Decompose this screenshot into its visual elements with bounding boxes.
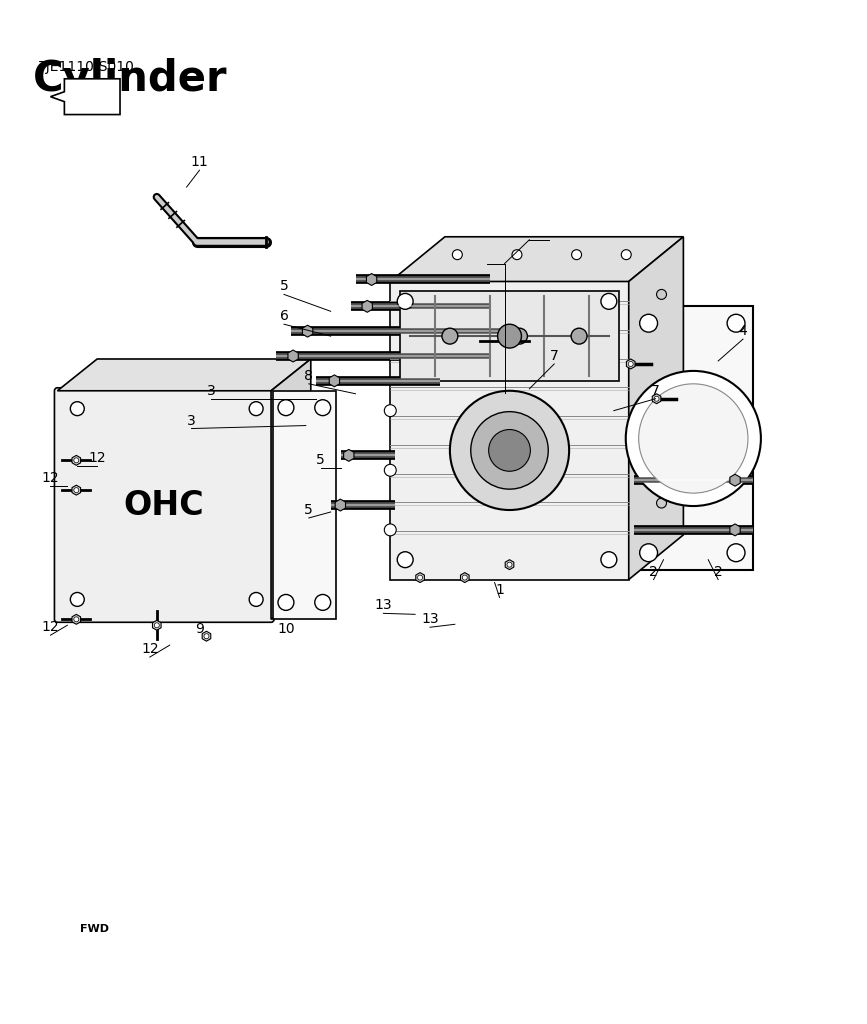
Text: 1: 1 bbox=[495, 583, 504, 597]
Text: 9: 9 bbox=[195, 623, 204, 636]
Text: 12: 12 bbox=[88, 452, 106, 465]
Text: 13: 13 bbox=[375, 598, 392, 612]
Text: 5: 5 bbox=[279, 280, 289, 294]
Circle shape bbox=[601, 552, 616, 567]
Circle shape bbox=[727, 544, 745, 562]
Circle shape bbox=[727, 314, 745, 332]
Circle shape bbox=[397, 294, 414, 309]
Circle shape bbox=[622, 250, 631, 260]
Circle shape bbox=[512, 328, 527, 344]
Circle shape bbox=[498, 325, 521, 348]
Circle shape bbox=[601, 294, 616, 309]
Circle shape bbox=[70, 401, 84, 416]
Circle shape bbox=[418, 575, 422, 580]
Circle shape bbox=[640, 314, 657, 332]
Circle shape bbox=[315, 595, 330, 610]
FancyBboxPatch shape bbox=[390, 282, 629, 580]
Text: 7: 7 bbox=[550, 349, 558, 362]
Circle shape bbox=[70, 593, 84, 606]
Circle shape bbox=[384, 404, 396, 417]
Text: 2: 2 bbox=[714, 564, 722, 579]
Circle shape bbox=[626, 371, 761, 506]
Circle shape bbox=[462, 575, 467, 580]
Circle shape bbox=[204, 634, 209, 639]
Text: OHC: OHC bbox=[123, 488, 204, 521]
Circle shape bbox=[656, 409, 667, 419]
Polygon shape bbox=[629, 237, 683, 580]
Text: 10: 10 bbox=[277, 623, 295, 636]
Text: 4: 4 bbox=[739, 325, 747, 338]
Circle shape bbox=[471, 412, 548, 489]
Text: 7: 7 bbox=[651, 384, 660, 397]
FancyBboxPatch shape bbox=[634, 306, 753, 569]
Polygon shape bbox=[57, 359, 310, 391]
Circle shape bbox=[571, 328, 587, 344]
Circle shape bbox=[639, 384, 748, 494]
Circle shape bbox=[74, 616, 79, 622]
Text: 7JE1110-S010: 7JE1110-S010 bbox=[37, 59, 134, 74]
Circle shape bbox=[453, 250, 462, 260]
Circle shape bbox=[512, 250, 522, 260]
Text: 3: 3 bbox=[187, 414, 196, 428]
FancyBboxPatch shape bbox=[273, 391, 336, 620]
Text: 11: 11 bbox=[191, 156, 208, 169]
Circle shape bbox=[442, 328, 458, 344]
Text: 5: 5 bbox=[316, 454, 325, 467]
Circle shape bbox=[656, 290, 667, 299]
Circle shape bbox=[640, 544, 657, 562]
Text: 12: 12 bbox=[42, 471, 59, 485]
Text: 12: 12 bbox=[141, 642, 159, 656]
Text: 3: 3 bbox=[207, 384, 216, 397]
Text: 13: 13 bbox=[421, 612, 439, 627]
Circle shape bbox=[629, 361, 633, 367]
Polygon shape bbox=[50, 79, 120, 115]
Circle shape bbox=[278, 595, 294, 610]
Circle shape bbox=[315, 399, 330, 416]
Circle shape bbox=[656, 498, 667, 508]
Circle shape bbox=[571, 250, 582, 260]
Circle shape bbox=[397, 552, 414, 567]
Text: Cylinder: Cylinder bbox=[33, 58, 227, 100]
Polygon shape bbox=[390, 237, 683, 282]
Text: 5: 5 bbox=[304, 503, 313, 517]
Circle shape bbox=[74, 487, 79, 493]
Circle shape bbox=[450, 391, 569, 510]
Circle shape bbox=[489, 429, 531, 471]
Circle shape bbox=[249, 593, 263, 606]
Text: FWD: FWD bbox=[80, 925, 108, 934]
Text: 2: 2 bbox=[649, 564, 658, 579]
Circle shape bbox=[654, 396, 659, 401]
Text: 6: 6 bbox=[279, 309, 289, 324]
Circle shape bbox=[384, 524, 396, 536]
FancyBboxPatch shape bbox=[55, 388, 274, 623]
Polygon shape bbox=[271, 359, 310, 620]
Circle shape bbox=[74, 458, 79, 463]
Circle shape bbox=[507, 562, 512, 567]
Circle shape bbox=[249, 401, 263, 416]
Circle shape bbox=[154, 623, 160, 628]
Text: 12: 12 bbox=[42, 621, 59, 634]
Circle shape bbox=[384, 464, 396, 476]
Circle shape bbox=[278, 399, 294, 416]
FancyBboxPatch shape bbox=[401, 292, 619, 381]
Text: 8: 8 bbox=[304, 369, 313, 383]
